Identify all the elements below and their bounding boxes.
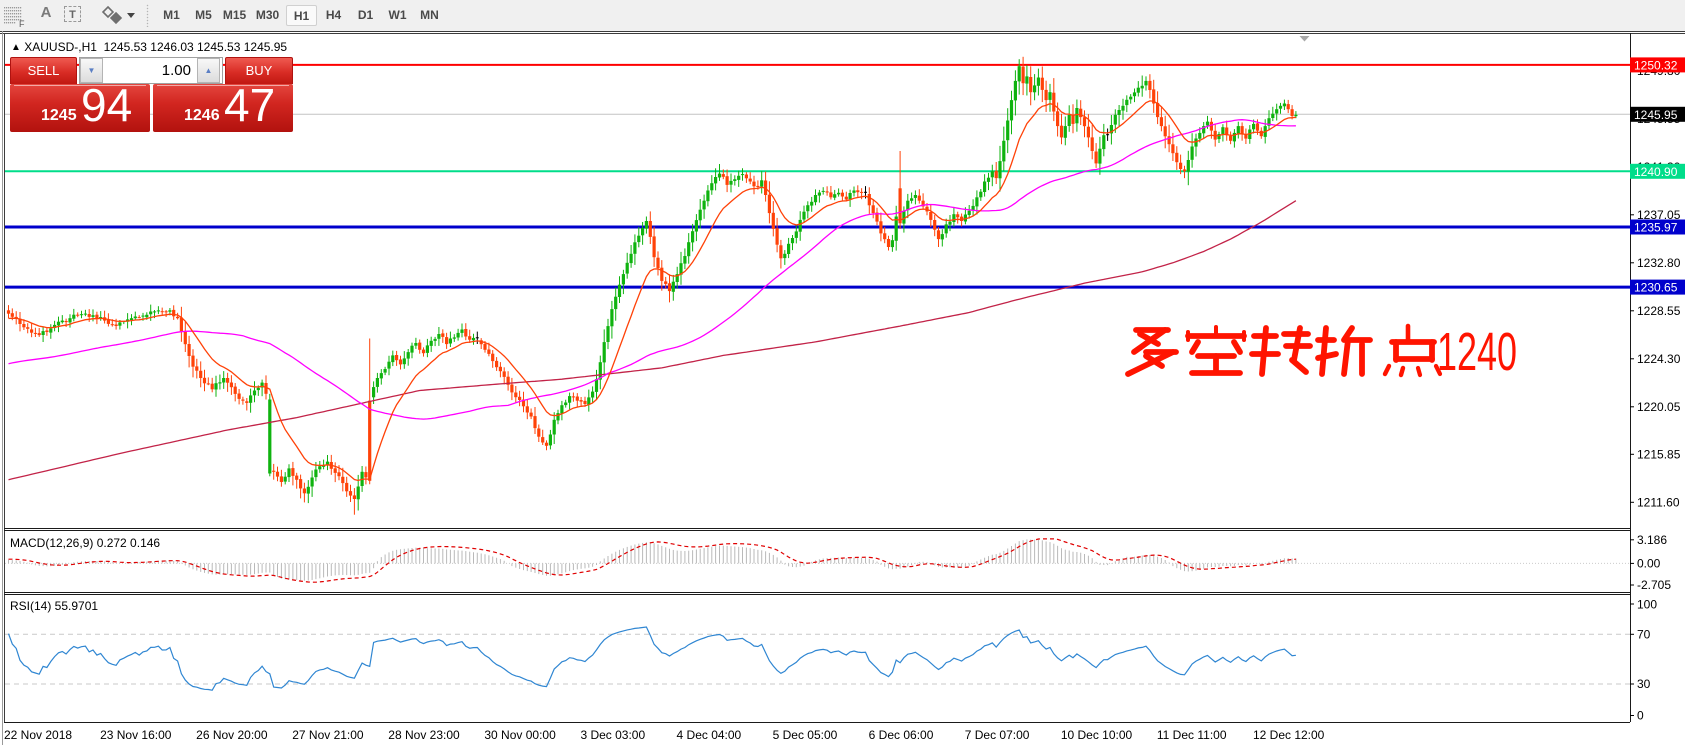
svg-text:1235.97: 1235.97 xyxy=(1634,221,1678,235)
svg-text:0: 0 xyxy=(1637,709,1644,723)
svg-text:27 Nov 21:00: 27 Nov 21:00 xyxy=(292,728,364,742)
svg-text:28 Nov 23:00: 28 Nov 23:00 xyxy=(388,728,460,742)
svg-text:1215.85: 1215.85 xyxy=(1637,447,1681,461)
svg-text:22 Nov 2018: 22 Nov 2018 xyxy=(4,728,72,742)
svg-text:100: 100 xyxy=(1637,597,1657,611)
svg-text:1240: 1240 xyxy=(1437,322,1517,382)
svg-text:1250.32: 1250.32 xyxy=(1634,58,1678,72)
svg-text:11 Dec 11:00: 11 Dec 11:00 xyxy=(1157,728,1227,742)
svg-text:1240.90: 1240.90 xyxy=(1634,165,1678,179)
svg-text:0.00: 0.00 xyxy=(1637,557,1661,571)
svg-text:1220.05: 1220.05 xyxy=(1637,400,1681,414)
svg-text:1211.60: 1211.60 xyxy=(1637,496,1680,510)
svg-text:1237.05: 1237.05 xyxy=(1637,208,1681,222)
svg-text:3 Dec 03:00: 3 Dec 03:00 xyxy=(580,728,645,742)
svg-text:12 Dec 12:00: 12 Dec 12:00 xyxy=(1253,728,1325,742)
svg-text:1224.30: 1224.30 xyxy=(1637,352,1681,366)
svg-text:RSI(14) 55.9701: RSI(14) 55.9701 xyxy=(10,599,98,613)
svg-text:10 Dec 10:00: 10 Dec 10:00 xyxy=(1061,728,1133,742)
svg-text:30: 30 xyxy=(1637,677,1651,691)
svg-text:1232.80: 1232.80 xyxy=(1637,256,1681,270)
svg-text:5 Dec 05:00: 5 Dec 05:00 xyxy=(773,728,838,742)
svg-text:1228.55: 1228.55 xyxy=(1637,304,1681,318)
svg-text:23 Nov 16:00: 23 Nov 16:00 xyxy=(100,728,172,742)
svg-text:-2.705: -2.705 xyxy=(1637,578,1671,592)
svg-text:F: F xyxy=(19,19,25,29)
svg-text:3.186: 3.186 xyxy=(1637,533,1667,547)
svg-text:1245.95: 1245.95 xyxy=(1634,108,1678,122)
svg-text:30 Nov 00:00: 30 Nov 00:00 xyxy=(484,728,556,742)
svg-text:4 Dec 04:00: 4 Dec 04:00 xyxy=(677,728,742,742)
svg-text:1230.65: 1230.65 xyxy=(1634,281,1678,295)
svg-text:7 Dec 07:00: 7 Dec 07:00 xyxy=(965,728,1030,742)
svg-text:MACD(12,26,9) 0.272 0.146: MACD(12,26,9) 0.272 0.146 xyxy=(10,536,160,550)
svg-text:26 Nov 20:00: 26 Nov 20:00 xyxy=(196,728,268,742)
svg-text:6 Dec 06:00: 6 Dec 06:00 xyxy=(869,728,934,742)
svg-text:70: 70 xyxy=(1637,628,1651,642)
